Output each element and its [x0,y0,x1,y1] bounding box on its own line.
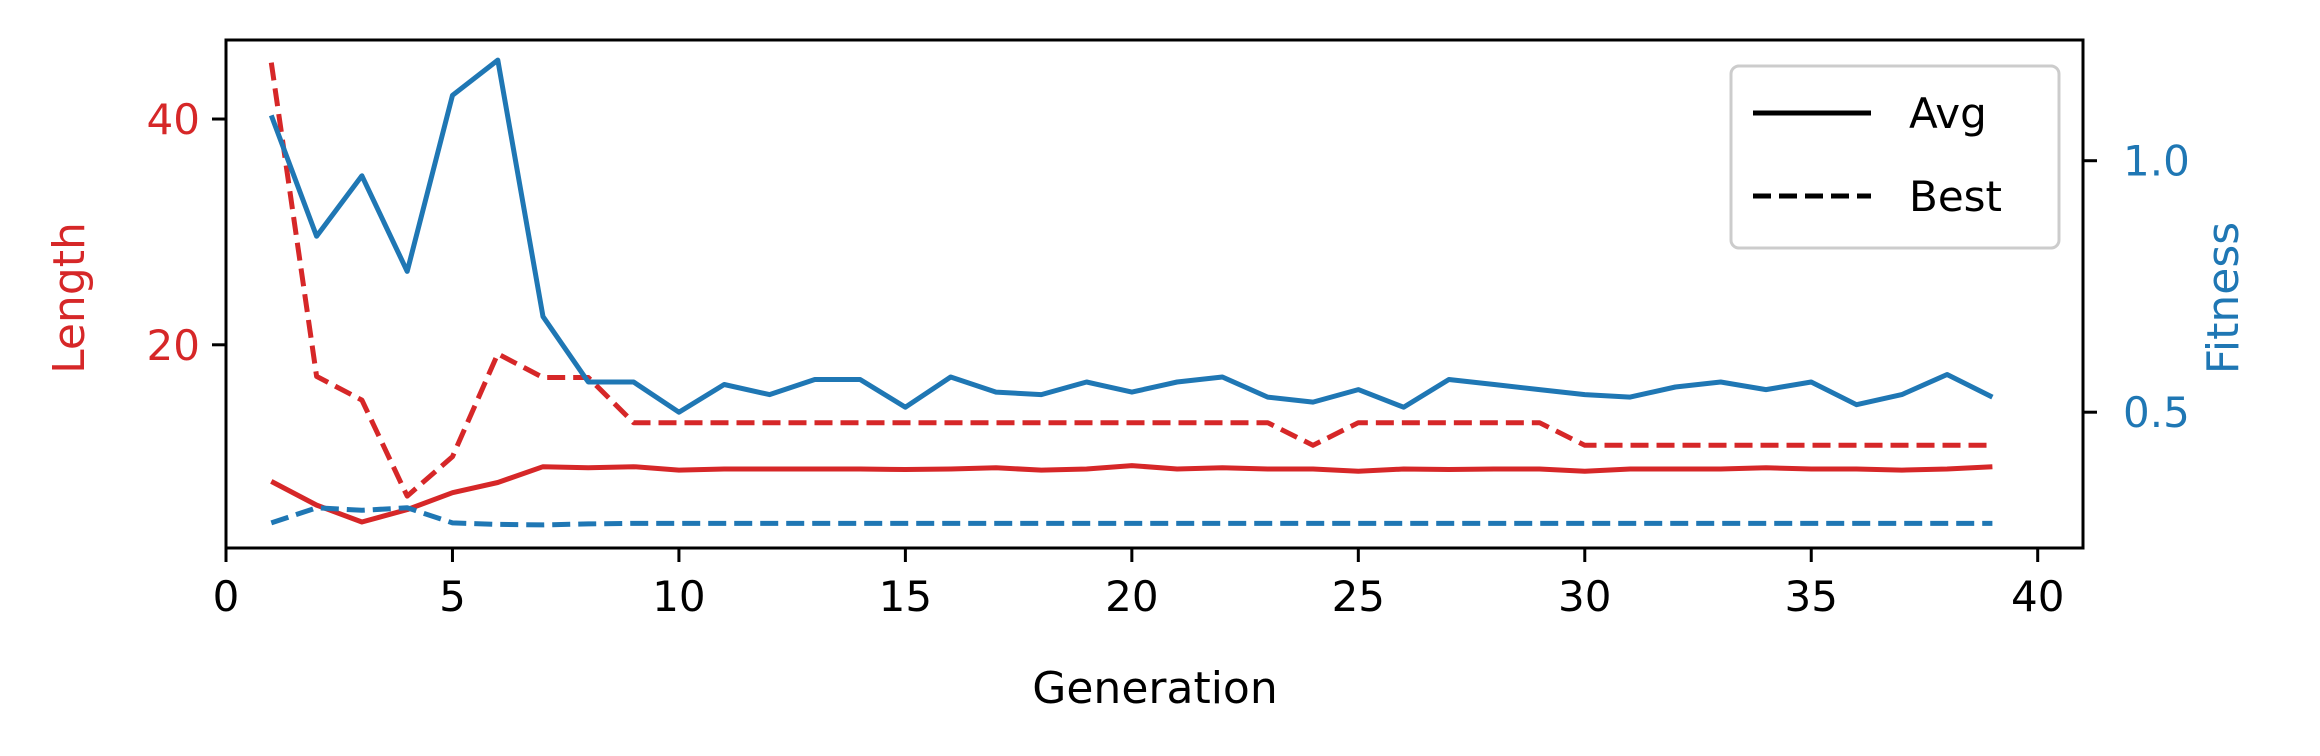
x-tick-label: 20 [1105,572,1158,621]
x-tick-label: 30 [1558,572,1611,621]
series-line-length-best [268,62,1993,499]
x-axis: 0 5 10 15 20 25 30 35 40 [213,548,2064,621]
series-layer [268,57,1994,528]
x-tick-label: 10 [652,572,705,621]
legend-avg-label: Avg [1909,89,1987,138]
x-tick-label: 40 [2011,572,2064,621]
x-tick-label: 0 [213,572,240,621]
x-tick-label: 15 [879,572,932,621]
y-axis-left-title: Length [44,222,95,374]
series-line-length-avg [270,463,1993,525]
y-right-tick-label: 1.0 [2123,137,2190,186]
plot-frame [224,38,2085,550]
x-tick-label: 35 [1785,572,1838,621]
x-tick-label: 25 [1332,572,1385,621]
y-left-tick-label: 40 [147,95,200,144]
x-tick-label: 5 [439,572,466,621]
y-axis-right: 0.5 1.0 [2083,137,2190,437]
x-axis-title: Generation [1032,663,1277,714]
y-right-tick-label: 0.5 [2123,388,2190,437]
legend: Avg Best [1729,64,2061,250]
series-line-fitness-avg [268,57,1994,415]
y-left-tick-label: 20 [147,321,200,370]
y-axis-right-title: Fitness [2198,222,2249,374]
series-line-fitness-best [270,505,1993,528]
legend-box [1729,64,2061,250]
legend-best-label: Best [1909,172,2002,221]
